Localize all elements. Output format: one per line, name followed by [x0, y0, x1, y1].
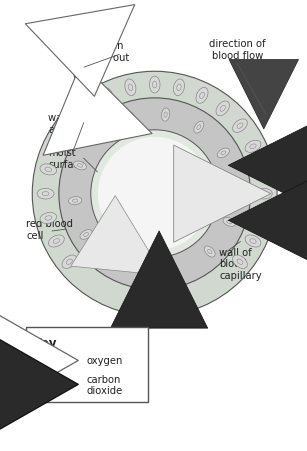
Ellipse shape — [101, 88, 113, 104]
Ellipse shape — [253, 165, 269, 175]
Ellipse shape — [49, 141, 64, 153]
Bar — [26, 327, 149, 402]
Ellipse shape — [245, 141, 261, 153]
Ellipse shape — [194, 122, 204, 134]
Text: air in
and out: air in and out — [91, 41, 130, 63]
Ellipse shape — [255, 189, 272, 199]
Text: Key: Key — [33, 336, 58, 349]
Ellipse shape — [62, 120, 77, 133]
Ellipse shape — [62, 255, 77, 269]
Text: carbon
dioxide: carbon dioxide — [86, 374, 122, 396]
Ellipse shape — [227, 183, 241, 191]
Ellipse shape — [126, 112, 134, 125]
Ellipse shape — [149, 77, 160, 94]
Ellipse shape — [37, 189, 54, 199]
Ellipse shape — [204, 246, 215, 258]
Ellipse shape — [217, 149, 229, 158]
Polygon shape — [84, 57, 104, 124]
Ellipse shape — [78, 115, 85, 127]
Ellipse shape — [245, 235, 261, 248]
Text: oxygen: oxygen — [86, 356, 123, 366]
Ellipse shape — [223, 218, 236, 227]
Ellipse shape — [161, 109, 170, 122]
Circle shape — [91, 130, 219, 258]
Ellipse shape — [216, 102, 229, 116]
Text: wall of
alveolus: wall of alveolus — [48, 113, 90, 134]
Ellipse shape — [94, 131, 105, 142]
Ellipse shape — [40, 165, 56, 175]
Ellipse shape — [233, 120, 247, 133]
Ellipse shape — [40, 213, 56, 224]
Ellipse shape — [70, 54, 78, 64]
Text: red blood
cell: red blood cell — [26, 219, 73, 240]
Polygon shape — [74, 55, 107, 125]
Ellipse shape — [196, 88, 208, 104]
Text: direction of
blood flow: direction of blood flow — [209, 39, 266, 61]
Ellipse shape — [74, 161, 86, 170]
Circle shape — [59, 99, 251, 290]
Text: moist
surface: moist surface — [48, 148, 85, 170]
Ellipse shape — [68, 197, 82, 205]
Ellipse shape — [253, 213, 269, 224]
Circle shape — [98, 138, 212, 251]
Ellipse shape — [233, 255, 247, 269]
Ellipse shape — [80, 230, 92, 240]
Ellipse shape — [173, 80, 185, 97]
Ellipse shape — [74, 84, 82, 96]
Ellipse shape — [49, 235, 64, 248]
Ellipse shape — [80, 102, 93, 116]
Text: wall of
blood
capillary: wall of blood capillary — [220, 247, 262, 281]
Circle shape — [32, 72, 277, 317]
Ellipse shape — [125, 80, 136, 97]
